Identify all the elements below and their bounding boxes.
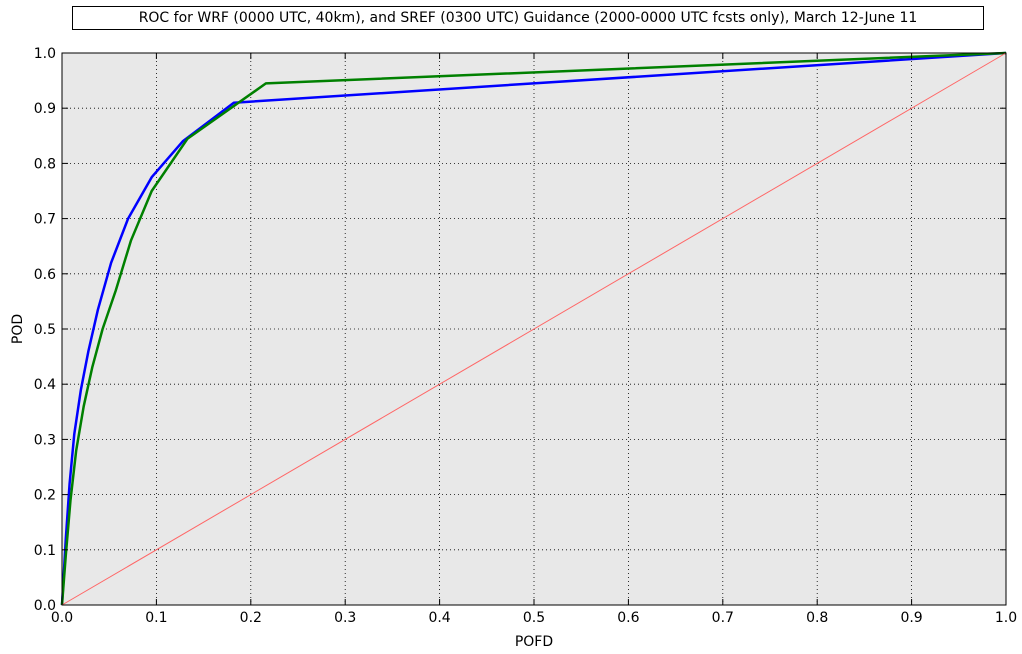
y-tick-label: 0.7 <box>34 212 56 228</box>
y-tick-label: 0.5 <box>34 322 56 338</box>
x-tick-label: 0.9 <box>900 610 922 626</box>
x-tick-label: 0.5 <box>523 610 545 626</box>
x-tick-label: 0.2 <box>240 610 262 626</box>
series-line-2 <box>60 51 1007 606</box>
y-tick-label: 0.0 <box>34 598 56 614</box>
y-tick-label: 0.9 <box>34 101 56 117</box>
x-axis-label: POFD <box>515 634 553 650</box>
x-tick-label: 0.1 <box>145 610 167 626</box>
x-tick-label: 0.7 <box>712 610 734 626</box>
ticks-layer: 0.0 0.1 0.2 0.3 0.4 0.5 0.6 0.7 0.8 0.9 1.0 0.0 0.1 0… <box>34 46 1017 626</box>
x-tick-label: 0.6 <box>617 610 639 626</box>
y-tick-label: 1.0 <box>34 46 56 62</box>
x-tick-label: 0.8 <box>806 610 828 626</box>
y-tick-label: 0.3 <box>34 432 56 448</box>
x-tick-label: 0.0 <box>51 610 73 626</box>
x-tick-label: 1.0 <box>995 610 1017 626</box>
y-tick-label: 0.8 <box>34 156 56 172</box>
chart-title: ROC for WRF (0000 UTC, 40km), and SREF (… <box>72 6 984 30</box>
y-tick-label: 0.6 <box>34 267 56 283</box>
y-axis-label: POD <box>10 314 26 344</box>
x-tick-label: 0.4 <box>428 610 450 626</box>
y-tick-label: 0.4 <box>34 377 56 393</box>
diagonal-reference-line <box>61 52 1007 606</box>
y-tick-label: 0.2 <box>34 488 56 504</box>
x-tick-label: 0.3 <box>334 610 356 626</box>
y-tick-label: 0.1 <box>34 543 56 559</box>
series-line-1 <box>60 51 1007 606</box>
series-layer <box>60 51 1007 606</box>
